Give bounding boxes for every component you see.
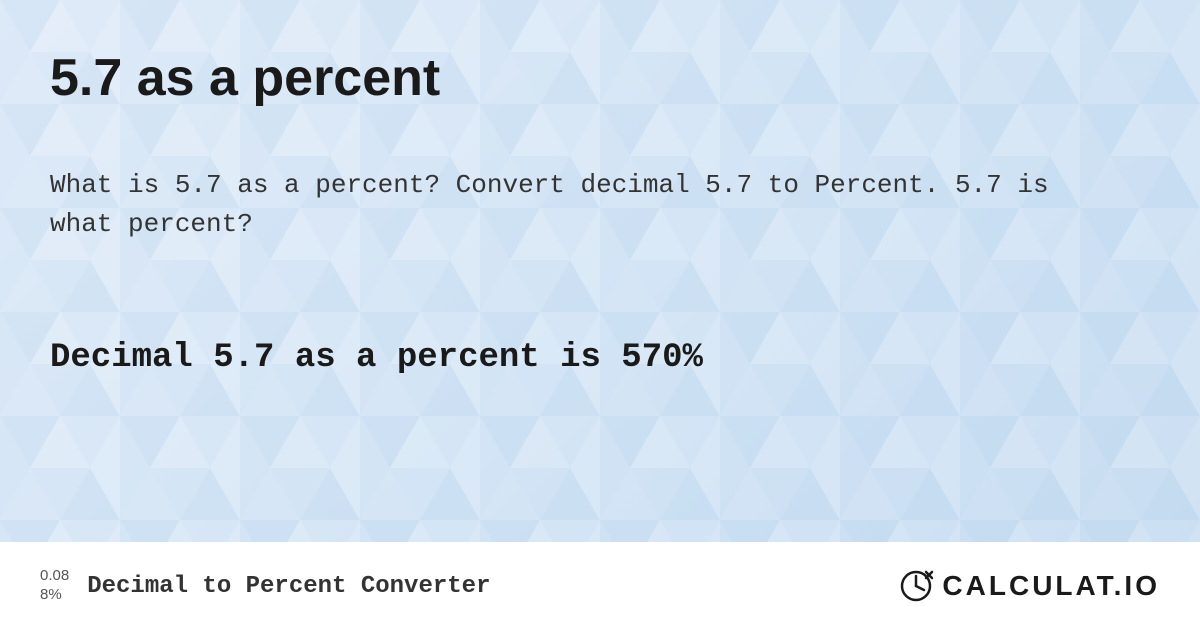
converter-name: Decimal to Percent Converter: [87, 573, 490, 600]
icon-top-value: 0.08: [40, 567, 69, 586]
main-content: 5.7 as a percent What is 5.7 as a percen…: [0, 0, 1200, 630]
question-text: What is 5.7 as a percent? Convert decima…: [50, 166, 1100, 244]
footer: 0.08 8% Decimal to Percent Converter CAL…: [0, 542, 1200, 630]
converter-icon: 0.08 8%: [40, 567, 69, 605]
brand-name: CALCULAT.IO: [942, 570, 1160, 602]
footer-right: CALCULAT.IO: [898, 568, 1160, 604]
footer-left: 0.08 8% Decimal to Percent Converter: [40, 567, 490, 605]
icon-bottom-value: 8%: [40, 586, 62, 605]
answer-text: Decimal 5.7 as a percent is 570%: [50, 339, 1150, 377]
brand-logo-icon: [898, 568, 934, 604]
page-title: 5.7 as a percent: [50, 48, 1150, 108]
